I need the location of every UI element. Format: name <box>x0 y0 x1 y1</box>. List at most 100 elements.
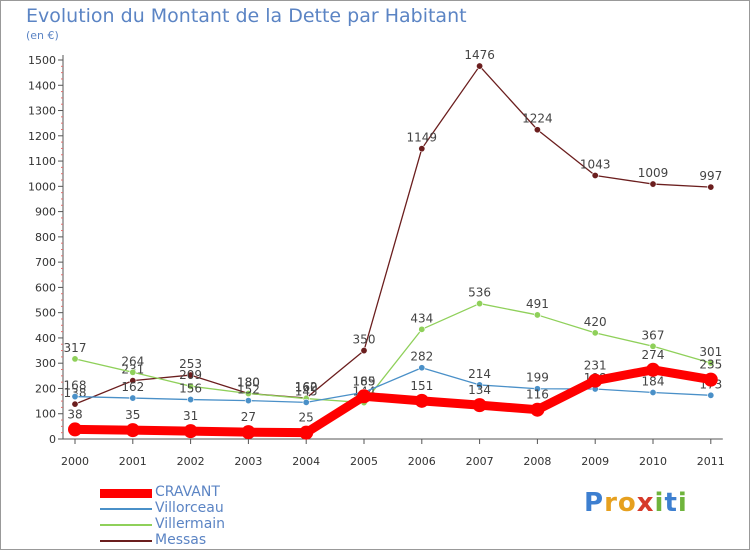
y-tick-label: 1000 <box>28 180 56 193</box>
data-point <box>588 373 603 388</box>
data-point <box>129 394 137 402</box>
y-tick-label: 300 <box>35 357 56 370</box>
data-point <box>591 329 599 337</box>
data-label: 27 <box>241 410 256 424</box>
legend-label: CRAVANT <box>155 484 220 500</box>
data-point <box>129 368 137 376</box>
data-point <box>533 126 541 134</box>
y-tick-label: 1100 <box>28 155 56 168</box>
data-point <box>418 325 426 333</box>
logo-letter: i <box>654 488 665 518</box>
data-label: 151 <box>410 379 433 393</box>
data-label: 162 <box>121 380 144 394</box>
y-tick-label: 100 <box>35 408 56 421</box>
data-label: 35 <box>125 408 140 422</box>
y-tick-label: 0 <box>49 433 56 446</box>
data-label: 301 <box>699 345 722 359</box>
data-label: 185 <box>353 374 376 388</box>
logo-letter: P <box>584 488 605 518</box>
y-tick-label: 800 <box>35 231 56 244</box>
data-label: 214 <box>468 367 491 381</box>
data-label: 199 <box>526 371 549 385</box>
data-label: 116 <box>526 388 549 402</box>
data-label: 274 <box>642 348 665 362</box>
data-point <box>649 389 657 397</box>
logo-letter: o <box>617 488 637 518</box>
data-label: 997 <box>699 169 722 183</box>
data-point <box>703 372 718 387</box>
data-label: 1149 <box>407 131 438 145</box>
data-point <box>299 425 314 440</box>
x-tick-label: 2001 <box>119 455 147 468</box>
data-point <box>649 180 657 188</box>
logo-letter: t <box>664 488 678 518</box>
y-tick-label: 400 <box>35 332 56 345</box>
y-tick-label: 200 <box>35 382 56 395</box>
y-tick-label: 700 <box>35 256 56 269</box>
data-point <box>707 359 715 367</box>
x-tick-label: 2003 <box>234 455 262 468</box>
series-line-villermain <box>74 302 712 404</box>
data-label: 1224 <box>522 112 553 126</box>
data-label: 317 <box>64 341 87 355</box>
y-tick-label: 500 <box>35 307 56 320</box>
data-point <box>707 391 715 399</box>
data-label: 420 <box>584 315 607 329</box>
data-label: 209 <box>179 368 202 382</box>
y-tick-label: 1500 <box>28 54 56 67</box>
data-label: 184 <box>642 375 665 389</box>
legend-swatch <box>100 508 152 510</box>
data-point <box>533 311 541 319</box>
data-point <box>71 393 79 401</box>
data-label: 536 <box>468 286 491 300</box>
data-label: 134 <box>468 383 491 397</box>
data-label: 1009 <box>638 166 669 180</box>
data-point <box>476 381 484 389</box>
proxiti-logo: Proxiti <box>584 488 688 518</box>
data-label: 367 <box>642 328 665 342</box>
data-point <box>357 389 371 404</box>
logo-letter: i <box>677 488 688 518</box>
data-point <box>591 171 599 179</box>
data-point <box>530 402 545 417</box>
data-point <box>533 385 541 393</box>
legend-swatch <box>100 524 152 526</box>
x-tick-label: 2002 <box>177 455 205 468</box>
data-label: 491 <box>526 297 549 311</box>
series-line-cravant <box>70 365 716 438</box>
data-point <box>418 364 426 372</box>
legend-swatch <box>100 540 152 542</box>
x-tick-label: 2009 <box>581 455 609 468</box>
y-tick-label: 900 <box>35 206 56 219</box>
data-point <box>241 425 256 440</box>
data-label: 434 <box>410 311 433 325</box>
series-line-messas <box>74 65 712 405</box>
data-point <box>360 347 368 355</box>
y-tick-label: 1400 <box>28 79 56 92</box>
x-tick-label: 2008 <box>523 455 551 468</box>
data-point <box>244 397 252 405</box>
x-tick-label: 2000 <box>61 455 89 468</box>
legend-label: Villermain <box>155 516 226 532</box>
logo-letter: x <box>636 488 655 518</box>
data-point <box>244 390 252 398</box>
data-point <box>649 342 657 350</box>
data-point <box>125 423 140 438</box>
data-point <box>476 300 484 308</box>
data-point <box>187 371 195 379</box>
data-label: 180 <box>237 376 260 390</box>
data-label: 264 <box>121 354 144 368</box>
data-label: 152 <box>237 383 260 397</box>
chart-title: Evolution du Montant de la Dette par Hab… <box>26 5 467 27</box>
x-tick-label: 2004 <box>292 455 320 468</box>
data-label: 168 <box>64 379 87 393</box>
data-point <box>71 355 79 363</box>
x-tick-label: 2011 <box>697 455 725 468</box>
x-tick-label: 2005 <box>350 455 378 468</box>
data-label: 231 <box>584 359 607 373</box>
x-tick-label: 2010 <box>639 455 667 468</box>
series-line-villorceau <box>74 367 712 404</box>
data-label: 31 <box>183 409 198 423</box>
